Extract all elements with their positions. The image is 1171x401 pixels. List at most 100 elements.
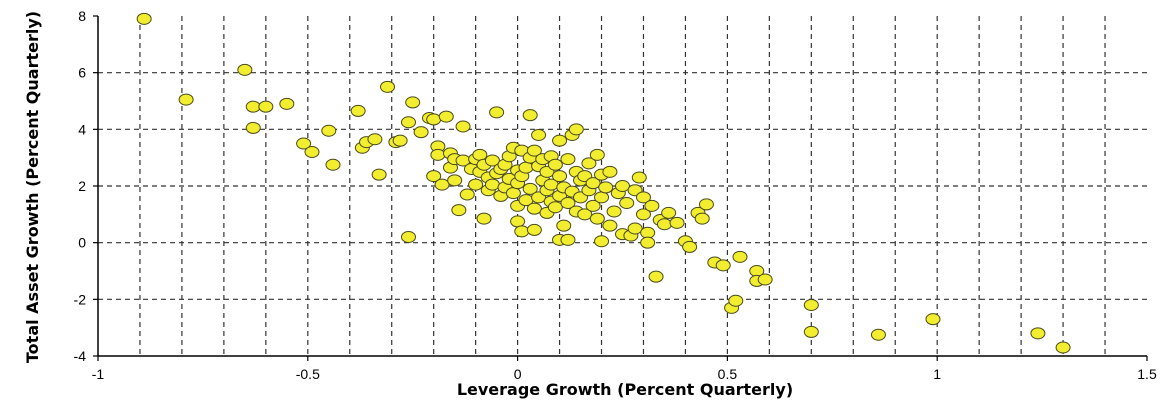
data-point [728, 294, 744, 307]
data-point [602, 219, 618, 232]
data-point [568, 123, 584, 136]
data-point [589, 212, 605, 225]
x-tick-label: 0 [514, 366, 522, 382]
data-point [698, 198, 714, 211]
x-tick-label: -0.5 [296, 366, 320, 382]
data-point [598, 181, 614, 194]
data-point [304, 146, 320, 158]
data-point [380, 80, 396, 93]
data-point [757, 273, 773, 286]
data-point [585, 177, 601, 190]
data-point [258, 100, 274, 113]
data-point [694, 212, 710, 225]
data-point [472, 148, 488, 161]
y-tick-label: -2 [74, 291, 87, 307]
data-point [556, 219, 572, 232]
data-point [455, 120, 471, 133]
data-point [296, 137, 312, 150]
data-point [656, 218, 672, 231]
y-tick-label: 4 [78, 121, 86, 137]
data-point [484, 178, 500, 191]
y-tick-label: 8 [78, 8, 86, 24]
data-point [560, 233, 576, 246]
data-point [405, 96, 421, 109]
data-point [526, 144, 542, 157]
data-point [401, 231, 417, 243]
data-point [602, 165, 618, 178]
data-point [803, 299, 819, 311]
data-point [1055, 341, 1071, 354]
data-point [505, 187, 521, 200]
data-point [635, 191, 651, 204]
data-point [522, 182, 538, 195]
data-point [325, 158, 341, 171]
data-point [631, 171, 647, 184]
data-point [560, 197, 576, 209]
data-point [552, 170, 568, 183]
data-point [426, 113, 442, 126]
y-axis-title: Total Asset Growth (Percent Quarterly) [23, 11, 42, 363]
data-point [560, 153, 576, 166]
data-point [514, 225, 530, 238]
data-point [661, 206, 677, 219]
data-point [447, 174, 463, 187]
x-tick-label: 0.5 [718, 366, 738, 382]
data-point [178, 93, 194, 106]
data-point [279, 97, 295, 110]
data-point [682, 240, 698, 253]
data-point [870, 328, 886, 341]
data-point [669, 216, 685, 229]
data-point [589, 148, 605, 161]
data-point [476, 212, 492, 225]
y-tick-label: 6 [78, 65, 86, 81]
data-point [468, 178, 484, 191]
data-point [526, 202, 542, 215]
data-point [484, 154, 500, 167]
data-point [577, 208, 593, 221]
data-point [648, 270, 664, 283]
data-point [640, 226, 656, 239]
data-point [547, 158, 563, 171]
y-tick-labels: -4 -2 0 2 4 6 8 [74, 8, 87, 364]
data-point [510, 215, 526, 228]
data-point [367, 133, 383, 146]
data-point [430, 148, 446, 161]
data-point [1030, 327, 1046, 340]
data-point [547, 201, 563, 214]
y-tick-label: 2 [78, 178, 86, 194]
data-point [401, 116, 417, 129]
x-tick-label: -1 [92, 366, 105, 382]
data-point [459, 188, 475, 201]
data-point [438, 110, 454, 123]
data-point [371, 168, 387, 181]
data-point [522, 109, 538, 122]
data-point [136, 12, 152, 25]
data-point [426, 170, 442, 183]
data-point [392, 134, 408, 147]
y-tick-label: -4 [74, 348, 87, 364]
data-point [434, 178, 450, 191]
data-point [640, 236, 656, 249]
data-point [606, 205, 622, 218]
data-point [619, 197, 635, 209]
data-point [581, 157, 597, 170]
data-point [925, 313, 941, 326]
data-point [615, 180, 630, 192]
x-tick-label: 1.5 [1137, 366, 1157, 382]
data-point [635, 208, 651, 221]
data-point [552, 134, 568, 147]
data-point [644, 199, 660, 212]
data-point [732, 250, 748, 263]
axes [93, 15, 1148, 361]
data-point [585, 199, 601, 212]
data-point [245, 100, 261, 113]
data-point [531, 129, 547, 141]
x-tick-labels: -1 -0.5 0 0.5 1 1.5 [92, 366, 1157, 382]
y-tick-label: 0 [78, 235, 86, 251]
data-point [350, 104, 366, 117]
data-point [526, 223, 542, 236]
data-point [489, 106, 505, 119]
data-point [451, 204, 467, 217]
data-point [245, 121, 261, 134]
